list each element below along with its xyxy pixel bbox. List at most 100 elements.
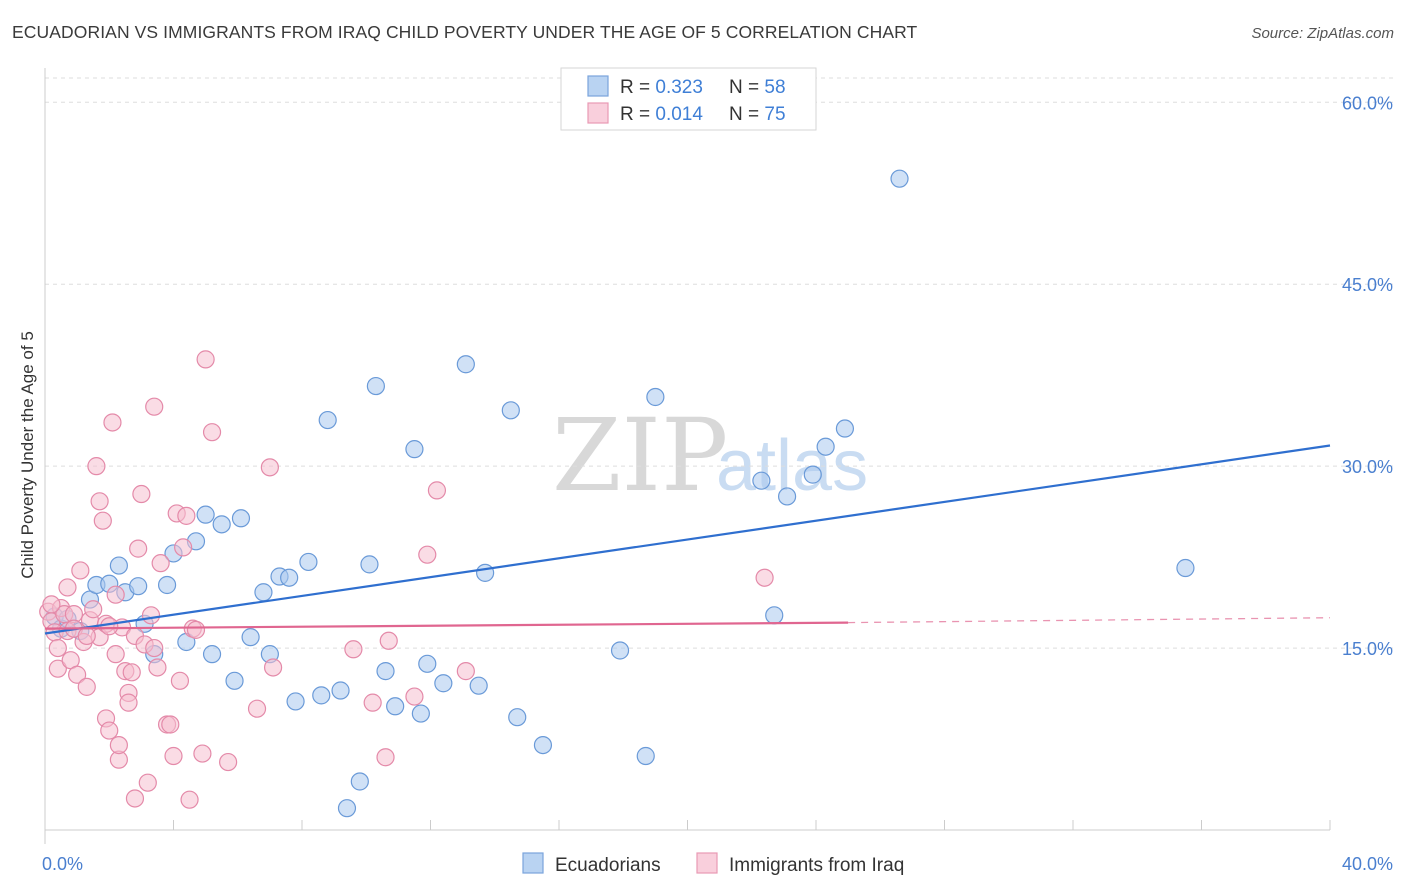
iraq-trend-line-extension (848, 617, 1331, 624)
iraq-point (90, 492, 109, 511)
iraq-point (161, 715, 180, 734)
iraq-point (363, 693, 382, 712)
chart-source: Source: ZipAtlas.com (1251, 25, 1394, 42)
ecuadorian-point (411, 704, 430, 723)
iraq-point (103, 413, 122, 432)
iraq-point (109, 735, 128, 755)
iraq-point (129, 539, 148, 558)
series-legend-swatch-iraq (696, 852, 718, 874)
y-tick-label: 60.0% (1342, 93, 1393, 113)
iraq-point (106, 645, 125, 664)
ecuadorian-point (816, 437, 835, 456)
ecuadorian-point (212, 515, 231, 534)
y-axis-label: Child Poverty Under the Age of 5 (18, 331, 37, 579)
svg-text:N = 75: N = 75 (729, 104, 786, 125)
iraq-point (263, 658, 283, 677)
iraq-point (93, 511, 112, 530)
ecuadorian-point (405, 440, 424, 459)
ecuadorian-point (318, 410, 337, 430)
iraq-point (170, 671, 190, 690)
ecuadorian-point (636, 746, 655, 766)
iraq-point (106, 585, 125, 604)
iraq-point (456, 662, 475, 681)
legend-r-label-2: R = (620, 104, 655, 125)
series-legend-label-iraq: Immigrants from Iraq (729, 855, 904, 876)
legend-r-label-1: R = (620, 77, 655, 98)
iraq-point (418, 545, 437, 564)
ecuadorian-point (376, 662, 395, 681)
iraq-point (122, 663, 141, 682)
ecuadorians-trend-line (44, 444, 1331, 635)
iraq-point (71, 561, 90, 580)
ecuadorian-point (299, 552, 318, 572)
iraq-point (100, 617, 119, 636)
legend-r-value-1: 0.323 (655, 77, 703, 98)
x-tick-label-max: 40.0% (1342, 854, 1393, 874)
y-tick-labels: 15.0% 30.0% 45.0% 60.0% (1342, 93, 1393, 659)
iraq-point (180, 790, 199, 809)
series-legend-swatch-ecuadorians (522, 852, 544, 874)
ecuadorian-point (508, 708, 527, 727)
ecuadorian-point (312, 686, 331, 705)
ecuadorian-point (202, 645, 222, 664)
ecuadorian-point (890, 169, 909, 188)
iraq-point (145, 397, 164, 416)
iraq-point (260, 458, 279, 477)
svg-text:R = 0.323: R = 0.323 (620, 77, 703, 98)
iraq-point (48, 638, 67, 658)
iraq-point (427, 481, 447, 500)
ecuadorian-point (109, 556, 128, 575)
legend-n-label-2: N = (729, 104, 764, 125)
ecuadorian-point (366, 376, 385, 396)
ecuadorian-point (254, 583, 273, 602)
ecuadorian-point (610, 641, 630, 660)
ecuadorian-point (1176, 558, 1195, 578)
ecuadorian-point (418, 654, 437, 673)
iraq-point (100, 721, 119, 740)
ecuadorian-point (386, 697, 405, 716)
watermark: ZIP atlas (552, 397, 868, 514)
stats-legend: R = 0.323 N = 58 R = 0.014 N = 75 (560, 67, 817, 131)
ecuadorian-point (752, 471, 771, 490)
iraq-point (755, 568, 774, 587)
iraq-point (138, 773, 157, 792)
iraq-point (376, 748, 395, 767)
ecuadorian-point (337, 799, 357, 818)
iraq-point (202, 423, 222, 442)
trend-lines (44, 444, 1331, 635)
ecuadorian-point (225, 671, 244, 690)
ecuadorian-point (533, 735, 553, 755)
y-tick-label: 15.0% (1342, 639, 1393, 659)
chart-title: ECUADORIAN VS IMMIGRANTS FROM IRAQ CHILD… (12, 22, 918, 42)
y-tick-label: 30.0% (1342, 457, 1393, 477)
iraq-point (77, 677, 96, 696)
ecuadorian-point (476, 563, 495, 582)
svg-text:N = 58: N = 58 (729, 77, 786, 98)
iraq-point (405, 687, 424, 706)
legend-swatch-pink (587, 102, 609, 124)
iraq-trend-line (44, 621, 849, 630)
ecuadorian-point (360, 555, 379, 574)
ecuadorian-point (241, 628, 260, 647)
ecuadorian-point (456, 355, 475, 374)
ecuadorian-point (129, 577, 148, 596)
ecuadorian-point (835, 419, 855, 438)
iraq-point (119, 693, 138, 712)
iraq-point (68, 665, 87, 684)
legend-n-value-2: 75 (764, 104, 785, 125)
svg-text:R = 0.014: R = 0.014 (620, 104, 703, 125)
iraq-point (87, 457, 106, 476)
iraq-point (344, 640, 363, 659)
ecuadorian-point (501, 401, 520, 420)
ecuadorian-point (765, 606, 784, 625)
iraq-point (177, 506, 196, 525)
iraq-point (219, 752, 238, 772)
ecuadorian-point (350, 772, 369, 791)
legend-swatch-blue (587, 75, 609, 97)
iraq-point (148, 658, 167, 677)
iraq-point (174, 538, 193, 557)
ecuadorian-point (331, 681, 350, 700)
ecuadorian-point (196, 505, 215, 524)
y-tick-label: 45.0% (1342, 275, 1393, 295)
